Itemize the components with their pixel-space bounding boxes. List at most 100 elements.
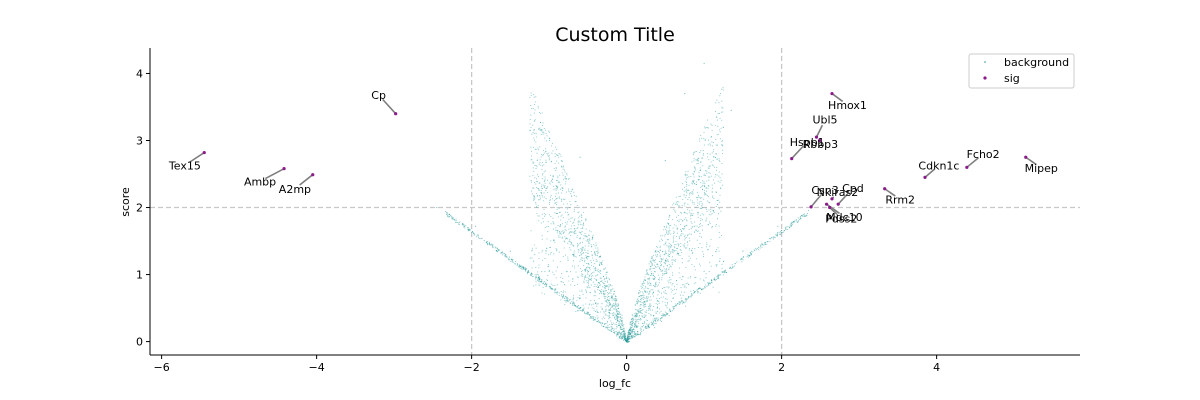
background-point: [684, 301, 686, 303]
background-point: [548, 131, 550, 133]
background-point: [689, 199, 692, 201]
background-point: [451, 217, 454, 219]
background-point: [590, 316, 592, 318]
background-point: [555, 204, 558, 206]
background-point: [628, 338, 630, 340]
background-point: [705, 190, 708, 192]
background-point: [542, 133, 544, 135]
background-point: [553, 167, 555, 170]
background-point: [631, 323, 633, 325]
background-point: [750, 254, 752, 256]
background-point: [660, 318, 662, 320]
background-point: [638, 318, 640, 320]
background-point: [603, 294, 605, 296]
background-point: [750, 252, 752, 254]
background-point: [658, 252, 661, 254]
background-point: [530, 272, 532, 274]
background-point: [701, 186, 703, 188]
background-point: [561, 273, 563, 275]
background-point: [683, 236, 685, 238]
background-point: [609, 301, 611, 303]
background-point: [692, 193, 694, 195]
background-point: [642, 303, 645, 305]
background-point: [546, 247, 548, 249]
background-point: [583, 234, 585, 237]
background-point: [543, 192, 545, 194]
background-point: [638, 333, 640, 336]
background-point: [671, 262, 673, 264]
background-point: [695, 159, 697, 161]
background-point: [534, 254, 536, 256]
background-point: [701, 204, 703, 206]
background-point: [557, 175, 559, 177]
gene-label: Ubl5: [812, 114, 837, 127]
background-point: [610, 289, 612, 291]
background-point: [665, 228, 667, 230]
background-point: [593, 271, 595, 273]
background-point: [692, 154, 694, 156]
background-point: [668, 282, 670, 284]
background-point: [592, 236, 594, 238]
background-point: [479, 237, 481, 240]
background-point: [641, 309, 643, 311]
background-point: [615, 328, 617, 330]
background-point: [665, 270, 667, 272]
background-point: [637, 325, 639, 327]
background-point: [637, 331, 639, 333]
background-point: [699, 222, 701, 224]
background-point: [541, 178, 543, 180]
background-point: [540, 281, 542, 283]
background-point: [692, 292, 694, 294]
background-point: [545, 159, 547, 161]
background-point: [673, 288, 675, 290]
background-point: [665, 312, 668, 314]
background-point: [644, 290, 646, 292]
background-point: [804, 216, 806, 218]
background-point: [705, 207, 707, 209]
background-point: [541, 187, 543, 189]
background-point: [599, 277, 601, 279]
background-point: [670, 288, 672, 290]
background-point: [577, 265, 579, 267]
background-point: [632, 329, 634, 331]
background-point: [772, 238, 775, 240]
background-point: [608, 309, 610, 311]
background-point: [606, 321, 609, 323]
background-point: [621, 338, 623, 340]
background-point: [568, 206, 570, 209]
background-point: [700, 182, 702, 184]
background-point: [703, 253, 705, 255]
background-point: [730, 268, 732, 270]
background-point: [612, 288, 614, 290]
background-point: [801, 215, 803, 217]
background-point: [564, 296, 566, 298]
background-point: [702, 184, 704, 186]
background-point: [539, 277, 541, 279]
background-point: [624, 333, 626, 335]
background-point: [644, 320, 646, 323]
background-point: [672, 204, 674, 206]
background-point: [703, 194, 705, 196]
background-point: [701, 229, 704, 231]
background-point: [549, 199, 551, 202]
background-point: [700, 135, 702, 137]
background-point: [644, 290, 647, 293]
background-point: [649, 303, 651, 305]
background-point: [543, 127, 545, 129]
background-point: [671, 245, 673, 247]
background-point: [669, 276, 671, 278]
background-point: [609, 307, 612, 309]
background-point: [805, 215, 807, 217]
background-point: [681, 275, 684, 277]
background-point: [653, 327, 656, 329]
background-point: [671, 274, 674, 276]
background-point: [698, 178, 700, 180]
background-point: [691, 202, 693, 204]
background-point: [591, 238, 594, 240]
background-point: [685, 178, 688, 180]
background-point: [721, 152, 724, 155]
background-point: [663, 262, 665, 264]
background-point: [508, 256, 511, 258]
background-point: [705, 284, 707, 286]
background-point: [699, 226, 701, 228]
